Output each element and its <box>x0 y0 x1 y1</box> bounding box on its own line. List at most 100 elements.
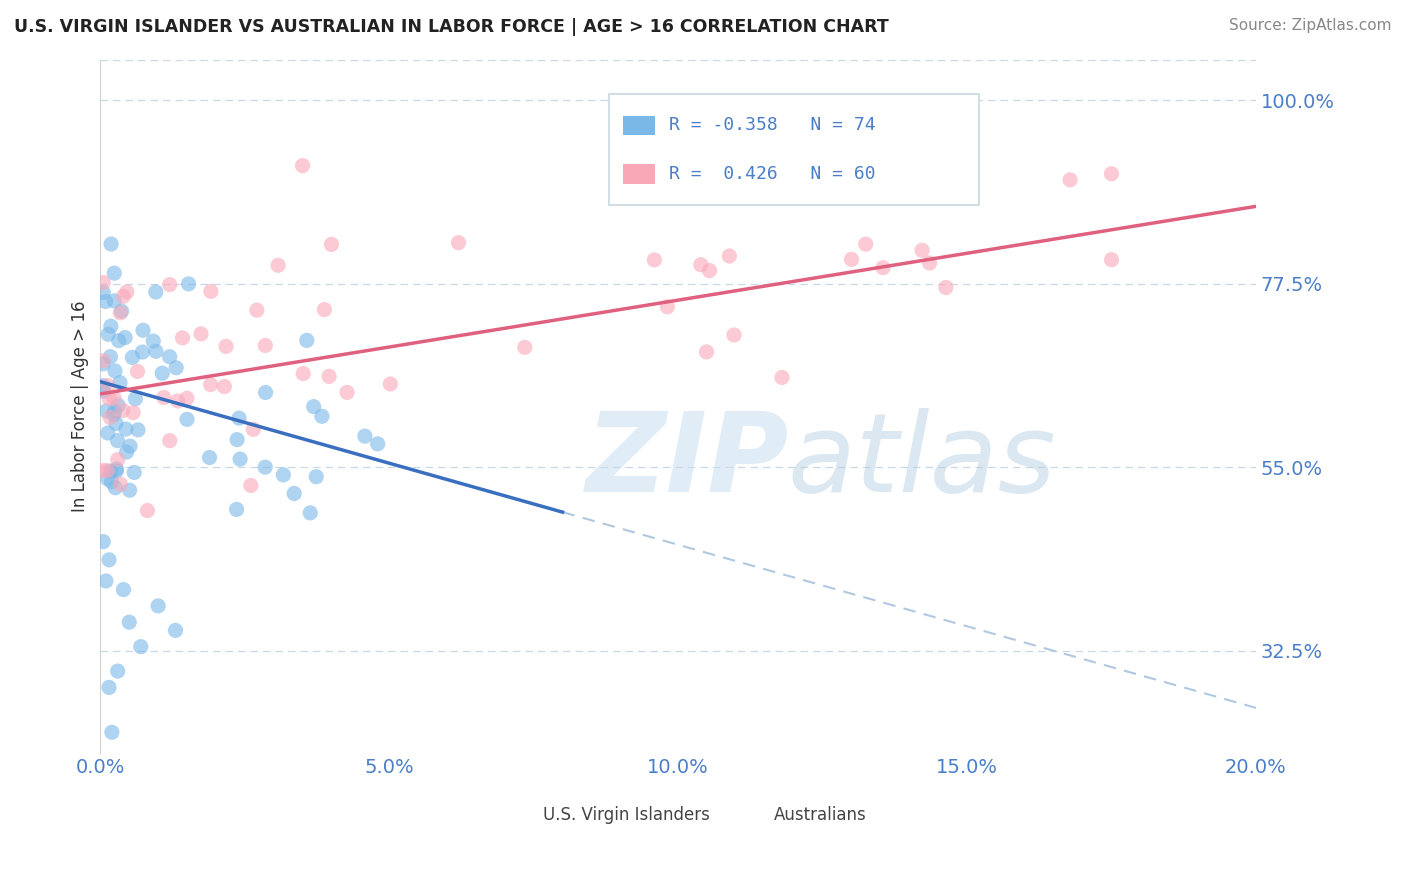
Point <box>841 252 863 267</box>
Point <box>254 460 277 475</box>
Point <box>172 331 194 345</box>
Point <box>246 303 269 318</box>
Point <box>107 452 129 467</box>
Point <box>103 293 125 308</box>
Point <box>132 323 155 337</box>
Point <box>100 319 122 334</box>
Point <box>292 367 315 381</box>
Point <box>657 300 679 314</box>
Point <box>108 376 131 390</box>
Point <box>98 681 121 695</box>
Point <box>98 553 121 567</box>
Point <box>198 450 221 465</box>
Point <box>935 280 957 294</box>
Point <box>142 334 165 348</box>
Point <box>872 260 894 275</box>
Text: R = -0.358   N = 74: R = -0.358 N = 74 <box>669 117 876 135</box>
Point <box>215 339 238 353</box>
Point <box>100 464 122 478</box>
Point <box>91 353 114 368</box>
Point <box>104 364 127 378</box>
Point <box>112 582 135 597</box>
Point <box>336 385 359 400</box>
Point <box>695 345 717 359</box>
Point <box>131 345 153 359</box>
Point <box>321 237 343 252</box>
Point <box>911 244 934 258</box>
Point <box>104 417 127 431</box>
Point <box>367 437 389 451</box>
Point <box>214 379 236 393</box>
Point <box>124 392 146 406</box>
Point <box>855 237 877 252</box>
Point <box>254 385 277 400</box>
Point <box>111 403 134 417</box>
Point <box>354 429 377 443</box>
Point <box>311 409 333 424</box>
Point <box>97 327 120 342</box>
Point <box>295 334 318 348</box>
Point <box>103 391 125 405</box>
Text: ZIP: ZIP <box>586 408 789 515</box>
Bar <box>735 806 765 824</box>
Point <box>121 351 143 365</box>
Point <box>96 464 118 478</box>
Point <box>200 377 222 392</box>
Point <box>699 263 721 277</box>
Point <box>1101 167 1123 181</box>
Point <box>150 366 173 380</box>
Point <box>103 408 125 422</box>
Point <box>114 330 136 344</box>
Point <box>98 392 121 406</box>
Point <box>447 235 470 250</box>
Point <box>190 326 212 341</box>
Point <box>107 334 129 348</box>
Point <box>93 384 115 399</box>
Point <box>159 434 181 448</box>
Point <box>105 462 128 476</box>
Point <box>229 452 252 467</box>
Point <box>105 464 128 478</box>
Point <box>254 338 277 352</box>
Point <box>100 350 122 364</box>
Point <box>159 350 181 364</box>
Point <box>267 258 290 272</box>
Point <box>107 434 129 448</box>
Point <box>688 142 710 156</box>
Point <box>103 404 125 418</box>
Point <box>918 256 941 270</box>
Point <box>107 664 129 678</box>
Point <box>145 344 167 359</box>
Text: Source: ZipAtlas.com: Source: ZipAtlas.com <box>1229 18 1392 33</box>
Point <box>165 624 187 638</box>
Point <box>127 364 149 378</box>
Point <box>380 376 402 391</box>
Point <box>91 463 114 477</box>
Point <box>110 477 132 491</box>
Point <box>643 252 665 267</box>
Text: U.S. VIRGIN ISLANDER VS AUSTRALIAN IN LABOR FORCE | AGE > 16 CORRELATION CHART: U.S. VIRGIN ISLANDER VS AUSTRALIAN IN LA… <box>14 18 889 36</box>
Point <box>176 392 198 406</box>
Bar <box>623 116 655 136</box>
Point <box>770 370 793 384</box>
Point <box>129 640 152 654</box>
Text: R =  0.426   N = 60: R = 0.426 N = 60 <box>669 165 876 183</box>
Point <box>103 266 125 280</box>
Point <box>302 400 325 414</box>
Point <box>166 393 188 408</box>
Point <box>305 469 328 483</box>
Point <box>97 378 120 392</box>
Y-axis label: In Labor Force | Age > 16: In Labor Force | Age > 16 <box>72 301 89 512</box>
Point <box>242 422 264 436</box>
Point <box>146 599 169 613</box>
Point <box>115 445 138 459</box>
Point <box>122 406 145 420</box>
Point <box>118 483 141 498</box>
Point <box>127 423 149 437</box>
Point <box>136 503 159 517</box>
Point <box>318 369 340 384</box>
Point <box>98 410 121 425</box>
Point <box>91 285 114 300</box>
Point <box>718 249 741 263</box>
Point <box>176 412 198 426</box>
